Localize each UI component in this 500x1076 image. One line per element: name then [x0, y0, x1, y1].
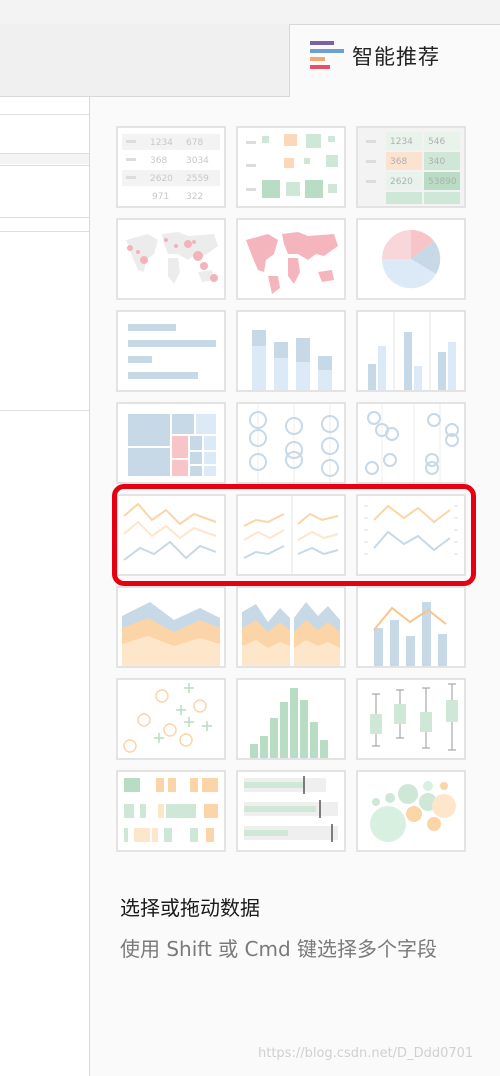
- table-cell: 368: [390, 157, 407, 167]
- smart-recommend-icon: [310, 41, 344, 69]
- scatter-plot-thumb[interactable]: [116, 678, 226, 760]
- pie-chart-thumb[interactable]: [356, 218, 466, 300]
- table-cell: 2559: [186, 174, 209, 184]
- highlight-table-thumb[interactable]: 1234 546 368 340 2620 53890: [356, 126, 466, 208]
- tab-label: 智能推荐: [352, 45, 440, 69]
- table-cell: 1234: [390, 137, 413, 147]
- hint-title: 选择或拖动数据: [120, 896, 260, 920]
- histogram-thumb[interactable]: [236, 678, 346, 760]
- table-cell: 2620: [150, 174, 173, 184]
- table-cell: 322: [186, 192, 203, 202]
- left-toolbar-area: [0, 24, 290, 97]
- table-cell: 368: [150, 156, 167, 166]
- left-data-pane: [0, 97, 89, 1076]
- table-cell: 340: [428, 157, 445, 167]
- area-continuous-thumb[interactable]: [116, 586, 226, 668]
- table-cell: 2620: [390, 177, 413, 187]
- circle-view-thumb[interactable]: [236, 402, 346, 484]
- packed-bubbles-thumb[interactable]: [356, 770, 466, 852]
- table-cell: 971: [152, 192, 169, 202]
- filled-map-thumb[interactable]: [236, 218, 346, 300]
- heatmap-table-thumb[interactable]: [236, 126, 346, 208]
- stacked-bar-thumb[interactable]: [236, 310, 346, 392]
- area-discrete-thumb[interactable]: [236, 586, 346, 668]
- line-continuous-thumb[interactable]: [116, 494, 226, 576]
- table-cell: 53890: [428, 177, 457, 187]
- hint-description: 使用 Shift 或 Cmd 键选择多个字段: [120, 937, 438, 961]
- symbol-map-thumb[interactable]: [116, 218, 226, 300]
- line-discrete-thumb[interactable]: [236, 494, 346, 576]
- table-cell: 1234: [150, 138, 173, 148]
- text-table-thumb[interactable]: 1234 678 368 3034 2620 2559 971 322: [116, 126, 226, 208]
- gantt-chart-thumb[interactable]: [116, 770, 226, 852]
- side-by-side-bar-thumb[interactable]: [356, 310, 466, 392]
- box-plot-thumb[interactable]: [356, 678, 466, 760]
- side-by-side-circle-thumb[interactable]: [356, 402, 466, 484]
- dual-line-thumb[interactable]: [356, 494, 466, 576]
- treemap-thumb[interactable]: [116, 402, 226, 484]
- bullet-graph-thumb[interactable]: [236, 770, 346, 852]
- dual-combination-thumb[interactable]: [356, 586, 466, 668]
- smart-recommend-tab[interactable]: 智能推荐: [289, 24, 500, 98]
- table-cell: 3034: [186, 156, 209, 166]
- horizontal-bar-thumb[interactable]: [116, 310, 226, 392]
- top-strip: [0, 0, 500, 24]
- table-cell: 678: [186, 138, 203, 148]
- watermark: https://blog.csdn.net/D_Ddd0701: [258, 1046, 474, 1061]
- table-cell: 546: [428, 137, 445, 147]
